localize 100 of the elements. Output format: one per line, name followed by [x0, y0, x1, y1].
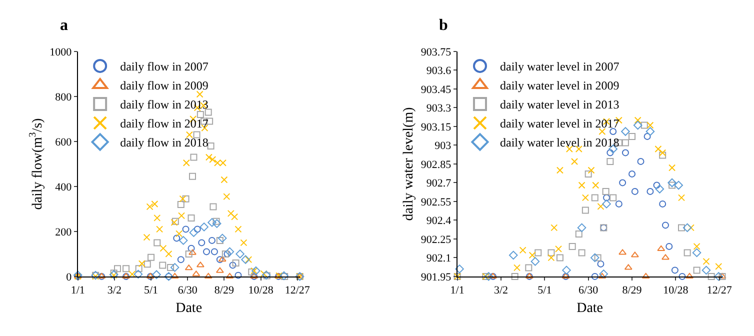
- point: [528, 252, 536, 259]
- legend-label: daily water level in 2007: [500, 60, 620, 74]
- point: [562, 266, 571, 275]
- point: [682, 223, 692, 232]
- point: [196, 262, 204, 268]
- point: [615, 200, 622, 208]
- point: [666, 242, 673, 250]
- point: [260, 270, 268, 278]
- point: [173, 234, 180, 242]
- point: [619, 179, 626, 186]
- point: [204, 272, 212, 278]
- y-tick-label: 902.85: [420, 158, 452, 171]
- point: [530, 257, 540, 266]
- point: [628, 170, 636, 178]
- x-tick-label: 5/1: [144, 284, 158, 297]
- point: [210, 203, 217, 210]
- legend-label: daily flow in 2007: [120, 60, 208, 74]
- point: [575, 230, 582, 238]
- y-tick-label: 1000: [50, 46, 72, 58]
- point: [511, 272, 518, 280]
- legend-label: daily water level in 2017: [500, 116, 620, 131]
- point: [603, 194, 610, 202]
- point: [225, 247, 234, 256]
- point: [234, 272, 242, 279]
- point: [655, 184, 664, 194]
- point: [138, 260, 146, 268]
- point: [654, 145, 662, 152]
- point: [702, 258, 710, 265]
- point: [208, 236, 216, 244]
- point: [702, 266, 711, 275]
- point: [218, 234, 227, 243]
- point: [568, 242, 576, 250]
- point: [156, 226, 164, 233]
- point: [634, 116, 642, 124]
- legend-label: daily flow in 2017: [120, 116, 208, 131]
- point: [693, 266, 700, 274]
- point: [662, 222, 669, 229]
- legend-label: daily flow in 2009: [120, 78, 208, 93]
- point: [455, 264, 464, 274]
- y-tick-label: 200: [55, 226, 72, 238]
- point: [216, 256, 224, 264]
- point: [178, 212, 186, 220]
- x-tick-label: 12/27: [284, 284, 310, 297]
- point: [152, 270, 161, 280]
- point: [555, 245, 562, 252]
- point: [148, 254, 155, 261]
- point: [599, 270, 608, 278]
- point: [577, 223, 586, 232]
- point: [182, 195, 190, 202]
- point: [212, 219, 222, 228]
- x-tick-label: 8/29: [622, 284, 642, 297]
- point: [622, 149, 629, 156]
- point: [621, 127, 630, 136]
- y-tick-label: 902.25: [420, 234, 452, 246]
- x-tick-label: 1/1: [70, 284, 85, 297]
- point: [207, 142, 214, 150]
- point: [227, 210, 234, 217]
- point: [210, 248, 218, 256]
- y-tick-label: 902.7: [426, 178, 452, 190]
- point: [642, 272, 650, 278]
- point: [590, 253, 600, 262]
- point: [610, 194, 617, 202]
- point: [646, 122, 654, 129]
- x-tick-label: 6/30: [578, 284, 599, 297]
- point: [692, 248, 702, 258]
- point: [594, 254, 602, 262]
- point: [189, 172, 196, 180]
- point: [548, 249, 555, 256]
- point: [693, 242, 700, 250]
- point: [196, 90, 204, 98]
- point: [644, 132, 651, 140]
- point: [584, 170, 592, 178]
- point: [144, 260, 151, 268]
- point: [220, 176, 228, 184]
- y-tick-label: 400: [55, 181, 72, 194]
- point: [588, 166, 595, 174]
- point: [708, 272, 715, 280]
- point: [640, 122, 648, 129]
- point: [646, 188, 654, 195]
- point: [200, 222, 208, 232]
- point: [122, 265, 130, 272]
- point: [556, 254, 564, 262]
- legend-label: daily water level in 2013: [500, 98, 620, 112]
- point: [177, 256, 184, 264]
- point: [240, 239, 248, 246]
- point: [186, 131, 193, 138]
- point: [205, 154, 212, 161]
- x-axis-title: Date: [576, 300, 604, 316]
- point: [624, 264, 632, 270]
- point: [602, 188, 610, 195]
- point: [671, 266, 678, 274]
- x-tick-label: 6/30: [178, 284, 198, 297]
- point: [190, 154, 198, 161]
- point: [167, 264, 174, 271]
- point: [598, 272, 606, 278]
- point: [578, 249, 586, 256]
- point: [188, 214, 195, 222]
- point: [668, 178, 676, 188]
- y-tick-label: 901.95: [420, 271, 452, 284]
- point: [659, 149, 666, 156]
